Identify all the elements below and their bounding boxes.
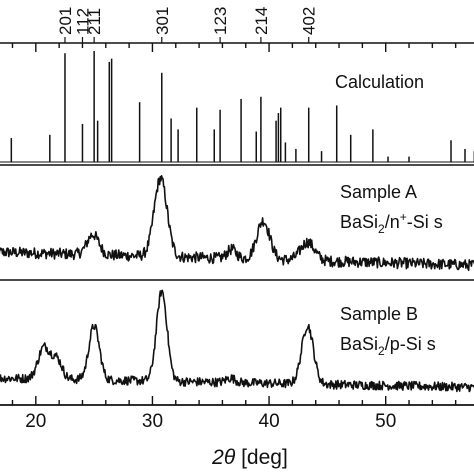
calculation-panel: Calculation xyxy=(0,51,474,163)
series-0-label: Sample A xyxy=(340,182,417,202)
x-axis-title: 2θ [deg] xyxy=(211,446,288,469)
x-axis: 20 30 40 50 xyxy=(11,43,457,432)
series-0-substrate-label: BaSi2/n+-Si s xyxy=(340,210,443,236)
substrate-text-sup: + xyxy=(400,210,407,224)
hkl-label-112: 112 xyxy=(73,8,92,35)
sample-a-panel: Sample A BaSi2/n+-Si s xyxy=(0,175,474,272)
series-0-line xyxy=(0,175,474,272)
hkl-label-211: 211 xyxy=(85,8,104,35)
substrate-text-mid: /n xyxy=(385,212,400,232)
plot-frame xyxy=(0,42,474,406)
x-tick-label-20: 20 xyxy=(25,411,46,432)
hkl-label-201: 201 xyxy=(56,7,75,35)
substrate-text-sub: 2 xyxy=(378,344,385,358)
series-1-substrate-label: BaSi2/p-Si s xyxy=(340,334,436,358)
substrate-text-sub: 2 xyxy=(378,222,385,236)
calculation-label: Calculation xyxy=(335,72,424,92)
hkl-label-402: 402 xyxy=(300,7,319,35)
x-axis-unit: [deg] xyxy=(241,446,288,469)
x-tick-label-30: 30 xyxy=(142,411,163,432)
substrate-text-mid: /p-Si s xyxy=(385,334,436,354)
substrate-text-end: -Si s xyxy=(407,212,443,232)
x-tick-label-40: 40 xyxy=(259,411,280,432)
series-1-line xyxy=(0,289,474,393)
series-1-label: Sample B xyxy=(340,304,418,324)
substrate-text-base: BaSi xyxy=(340,334,378,354)
x-axis-symbol: 2θ xyxy=(211,446,236,469)
hkl-label-214: 214 xyxy=(252,7,271,35)
hkl-label-301: 301 xyxy=(153,7,172,35)
hkl-label-123: 123 xyxy=(211,7,230,35)
sample-b-panel: Sample B BaSi2/p-Si s xyxy=(0,289,474,393)
substrate-text-base: BaSi xyxy=(340,212,378,232)
x-tick-label-50: 50 xyxy=(375,411,396,432)
